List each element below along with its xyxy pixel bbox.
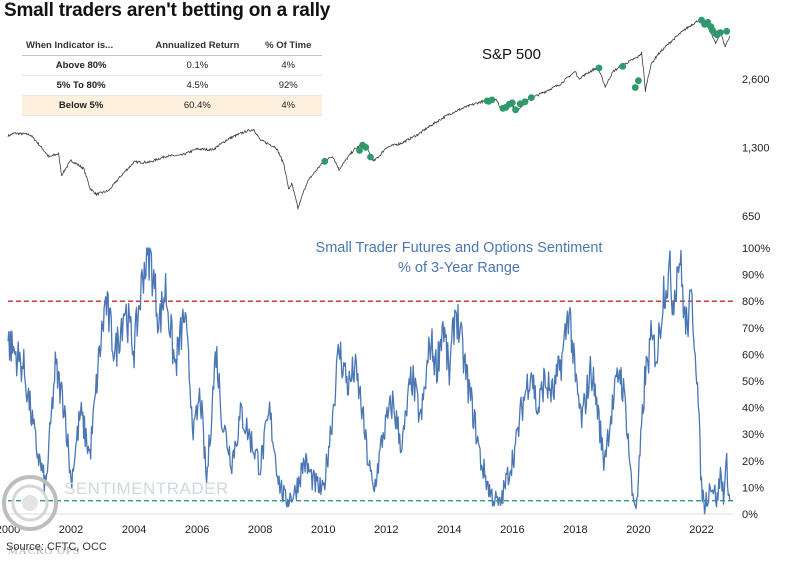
spx-series-label: S&P 500 — [482, 46, 541, 63]
signal-dot — [508, 99, 516, 107]
row-return: 4.5% — [140, 75, 255, 96]
x-tick-label: 2010 — [311, 524, 335, 536]
signal-dot — [485, 97, 493, 105]
signal-dot — [505, 100, 513, 108]
signal-dot — [709, 26, 716, 34]
signal-dot — [499, 104, 507, 112]
sentiment-y-tick-label: 100% — [742, 243, 770, 255]
sentiment-y-tick-label: 70% — [742, 323, 764, 335]
signal-dot — [512, 106, 519, 114]
signal-dot — [713, 31, 721, 39]
signal-dot — [619, 62, 627, 70]
stats-row-middle: 5% To 80% 4.5% 92% — [22, 75, 322, 96]
stats-table: When Indicator is... Annualized Return %… — [22, 38, 322, 116]
sentiment-y-tick-label: 0% — [742, 509, 758, 521]
sentiment-y-tick-label: 50% — [742, 376, 764, 388]
x-tick-label: 2004 — [122, 524, 146, 536]
stats-row-above: Above 80% 0.1% 4% — [22, 55, 322, 76]
sentiment-y-tick-label: 10% — [742, 482, 764, 494]
x-tick-label: 2012 — [374, 524, 398, 536]
signal-dot — [704, 18, 712, 26]
signal-dot — [488, 96, 496, 104]
stats-header-row: When Indicator is... Annualized Return %… — [22, 38, 322, 56]
sentiment-y-tick-label: 30% — [742, 429, 764, 441]
signal-dot — [367, 153, 374, 161]
chart-title: Small traders aren't betting on a rally — [4, 0, 331, 21]
sentiment-y-tick-label: 20% — [742, 456, 764, 468]
x-tick-label: 2002 — [59, 524, 83, 536]
sentiment-panel: Small Trader Futures and Options Sentime… — [7, 240, 733, 515]
sentiment-title: Small Trader Futures and Options Sentime… — [316, 240, 603, 256]
sentiment-y-tick-label: 40% — [742, 403, 764, 415]
x-tick-label: 2006 — [185, 524, 209, 536]
spx-y-tick-label: 650 — [742, 211, 760, 223]
sentiment-y-tick-label: 90% — [742, 270, 764, 282]
signal-dot — [521, 98, 529, 106]
header-return: Annualized Return — [140, 38, 255, 56]
axes: 650 1,300 2,600 0% 10% 20% 30% 40% 50% 60% 70% 80% 9… — [0, 74, 770, 536]
x-tick-label: 2022 — [689, 524, 713, 536]
signal-dot — [321, 157, 329, 165]
signal-dot — [356, 147, 363, 154]
row-return: 60.4% — [140, 95, 255, 116]
signal-dot — [698, 16, 705, 24]
x-tick-label: 2020 — [626, 524, 650, 536]
signal-dot — [527, 94, 535, 101]
signal-dot — [516, 100, 524, 108]
signal-dot — [635, 77, 642, 85]
signal-dot — [359, 141, 366, 149]
signal-dot — [362, 144, 370, 151]
signal-dot — [631, 84, 639, 91]
source-note: Source: CFTC, OCC — [6, 541, 107, 553]
spx-y-tick-label: 2,600 — [742, 74, 770, 86]
row-label: Below 5% — [22, 95, 141, 116]
macro-ops-logo — [0, 470, 60, 545]
x-tick-label: 2016 — [500, 524, 524, 536]
spx-y-tick-label: 1,300 — [742, 142, 770, 154]
signal-dot — [723, 27, 731, 35]
sentiment-y-tick-label: 60% — [742, 349, 764, 361]
signal-dot — [595, 64, 603, 72]
header-time: % Of Time — [254, 38, 322, 56]
signal-dot — [701, 21, 708, 28]
signal-dot — [717, 29, 724, 36]
sentiment-subtitle: % of 3-Year Range — [398, 260, 520, 276]
signal-dot — [712, 30, 720, 38]
header-condition: When Indicator is... — [22, 38, 141, 56]
x-tick-label: 2018 — [563, 524, 587, 536]
signal-dot — [707, 23, 715, 31]
sentiment-line — [7, 247, 731, 515]
x-tick-label: 2008 — [248, 524, 272, 536]
x-tick-label: 2014 — [437, 524, 461, 536]
sentimentrader-watermark: SENTIMENTRADER — [64, 479, 229, 498]
row-time: 4% — [254, 95, 322, 116]
stats-row-below: Below 5% 60.4% 4% — [22, 95, 322, 116]
row-time: 4% — [254, 55, 322, 76]
sentiment-y-tick-label: 80% — [742, 296, 764, 308]
signal-dot — [483, 97, 491, 105]
signal-dot — [502, 103, 510, 111]
row-time: 92% — [254, 75, 322, 96]
row-label: Above 80% — [22, 55, 141, 76]
macro-ops-wordmark: MACRO OPS — [8, 545, 81, 557]
row-label: 5% To 80% — [22, 75, 141, 96]
row-return: 0.1% — [140, 55, 255, 76]
